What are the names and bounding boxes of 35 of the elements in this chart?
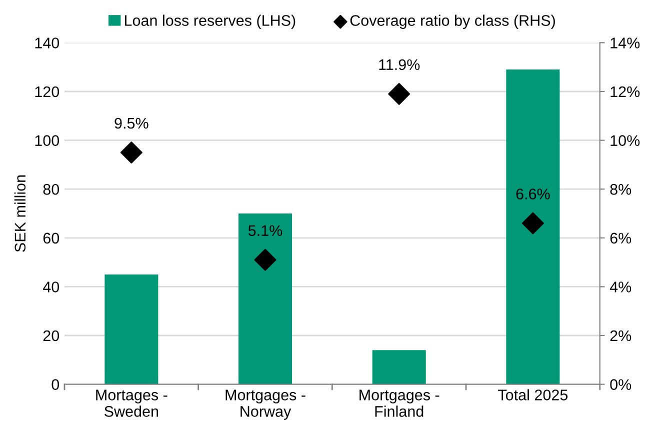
data-label: 6.6% xyxy=(516,188,550,200)
y-tick-label: 40 xyxy=(43,282,60,292)
y-axis-title: SEK million xyxy=(14,175,26,252)
y2-tick-label: 10% xyxy=(610,135,640,146)
x-tick-label: Mortgages - Norway xyxy=(226,390,306,420)
y2-tick-label: 6% xyxy=(610,232,632,244)
y2-tick-label: 8% xyxy=(610,184,632,195)
point xyxy=(388,82,410,105)
legend-label: Loan loss reserves (LHS) xyxy=(125,14,296,29)
bar xyxy=(372,350,426,384)
bar xyxy=(506,70,560,384)
data-label: 11.9% xyxy=(379,59,420,70)
y-tick-label: 20 xyxy=(43,330,60,342)
y-tick-label: 120 xyxy=(35,86,60,98)
bar xyxy=(238,214,292,384)
y-tick-label: 0 xyxy=(52,379,60,390)
data-label: 5.1% xyxy=(248,225,282,236)
point xyxy=(522,212,544,234)
y-tick-label: 140 xyxy=(35,38,60,48)
y2-tick-label: 4% xyxy=(610,282,632,292)
point xyxy=(120,142,142,164)
x-tick-label: Mortages - Sweden xyxy=(96,390,168,417)
y-tick-label: 60 xyxy=(43,232,60,244)
x-tick-label: Mortgages - Finland xyxy=(360,390,440,417)
point xyxy=(254,248,276,271)
y2-tick-label: 14% xyxy=(610,38,640,48)
data-label: 9.5% xyxy=(114,118,148,129)
y2-tick-label: 0% xyxy=(610,379,632,390)
y-tick-label: 100 xyxy=(35,135,60,146)
legend-label: Coverage ratio by class (RHS) xyxy=(350,14,555,29)
x-tick-label: Total 2025 xyxy=(498,389,568,400)
y2-tick-label: 2% xyxy=(610,330,632,342)
bar xyxy=(104,274,158,384)
y2-tick-label: 12% xyxy=(610,86,640,98)
y-tick-label: 80 xyxy=(43,184,60,195)
